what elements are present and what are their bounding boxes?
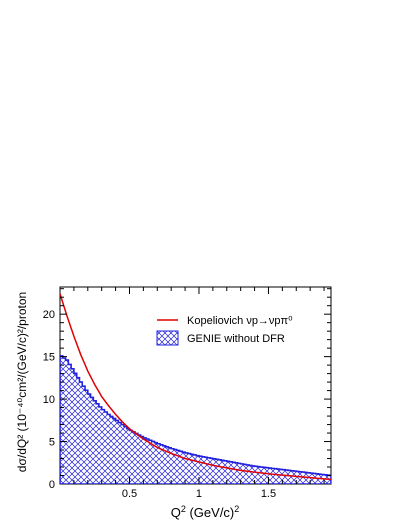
x-tick-label: 0.5 (122, 488, 137, 500)
x-tick-label: 1 (196, 488, 202, 500)
y-tick-label: 0 (49, 479, 55, 491)
x-axis-title: Q2 (GeV/c)2 (171, 504, 240, 520)
axes: 0.5 1 1.5 0 5 10 15 20 (43, 287, 331, 500)
plot-marks (60, 293, 331, 484)
y-tick-label: 20 (43, 309, 55, 321)
y-tick-label: 5 (49, 437, 55, 449)
legend-label-genie: GENIE without DFR (187, 333, 285, 345)
x-tick-label: 1.5 (261, 488, 276, 500)
x-axis-title-main: Q (171, 505, 181, 520)
x-axis-title-sup: 2 (181, 504, 186, 514)
y-tick-label: 15 (43, 352, 55, 364)
legend-hist-swatch (156, 330, 179, 346)
x-axis-title-rest: (GeV/c) (186, 505, 234, 520)
y-axis-title: dσ/dQ² (10⁻⁴⁰cm²/(GeV/c)²/proton (15, 292, 29, 472)
kopeliovich-curve (60, 293, 331, 481)
legend: Kopeliovich νp→νpπ⁰ GENIE without DFR (156, 315, 293, 346)
genie-histogram (60, 355, 331, 484)
legend-label-kopeliovich: Kopeliovich νp→νpπ⁰ (187, 315, 293, 327)
x-axis-title-sup2: 2 (234, 504, 239, 514)
y-tick-label: 10 (43, 394, 55, 406)
